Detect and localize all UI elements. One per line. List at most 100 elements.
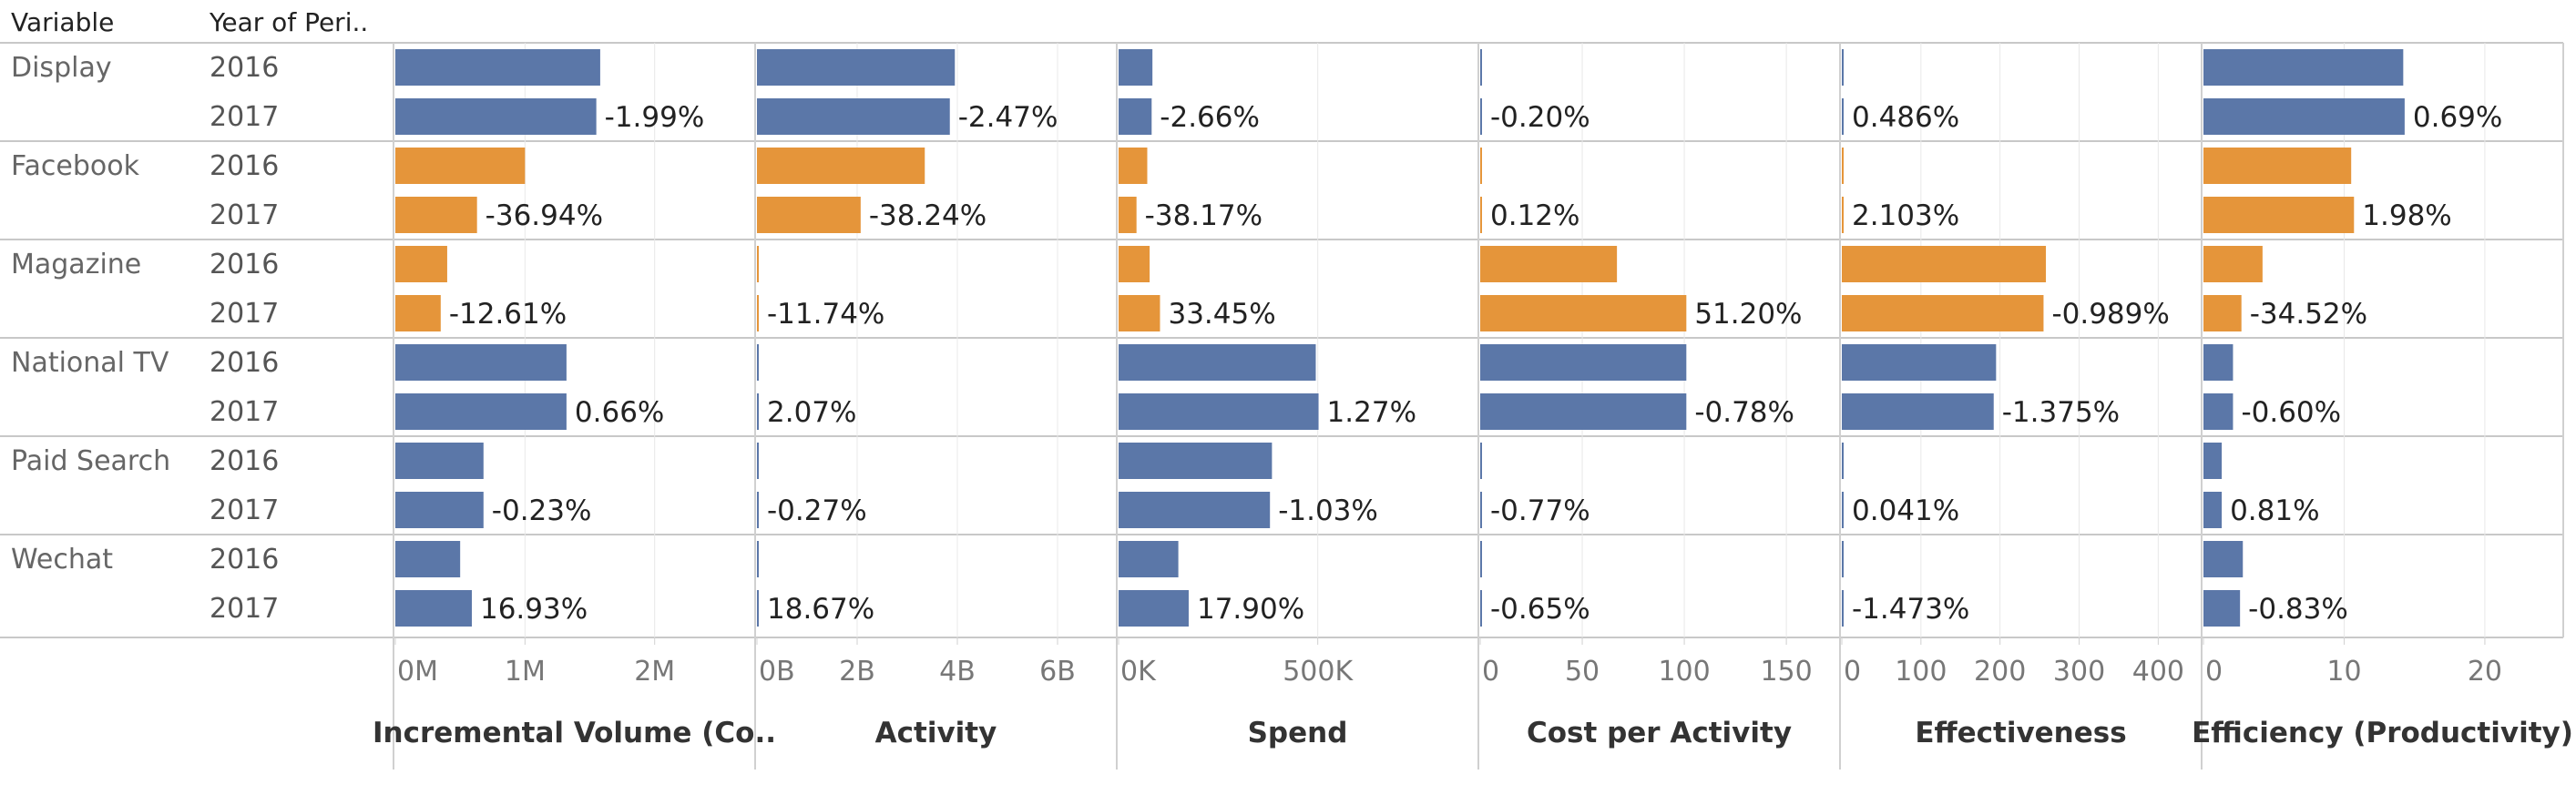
data-label: 17.90%: [1197, 593, 1304, 626]
bar: [1119, 148, 1148, 184]
bar: [1480, 541, 1482, 577]
year-label: 2016: [210, 249, 279, 280]
axis-title: Cost per Activity: [1527, 717, 1792, 749]
bar: [2203, 98, 2405, 135]
bar: [1480, 393, 1687, 430]
tick-label: 10: [2326, 656, 2361, 688]
bar: [1480, 295, 1687, 331]
tick-label: 0M: [397, 656, 438, 688]
bar: [1480, 98, 1482, 135]
tick-label: 4B: [939, 656, 976, 688]
variable-label: Wechat: [11, 544, 113, 576]
bar: [395, 393, 567, 430]
bar: [757, 590, 759, 627]
bar: [1119, 98, 1152, 135]
bar: [395, 541, 461, 577]
data-label: -2.47%: [958, 101, 1058, 134]
data-label: -38.24%: [869, 199, 986, 232]
year-label: 2017: [210, 494, 279, 526]
bar: [1480, 246, 1618, 282]
tick-label: 100: [1658, 656, 1710, 688]
tick-label: 500K: [1283, 656, 1354, 688]
data-label: -36.94%: [486, 199, 603, 232]
bar: [395, 246, 447, 282]
bar: [1119, 590, 1189, 627]
data-label: 1.98%: [2362, 199, 2451, 232]
tick-label: 0: [1844, 656, 1861, 688]
variable-label: Magazine: [11, 249, 141, 280]
year-header: Year of Peri..: [209, 7, 368, 37]
bar: [395, 443, 484, 479]
bar: [2203, 246, 2263, 282]
data-label: 2.07%: [767, 396, 856, 429]
data-label: 18.67%: [767, 593, 874, 626]
bar: [757, 148, 925, 184]
bar: [757, 197, 861, 233]
bar: [2203, 49, 2404, 86]
year-label: 2017: [210, 298, 279, 330]
bar: [757, 98, 950, 135]
axis-title: Efficiency (Productivity): [2192, 717, 2573, 749]
variable-header: Variable: [11, 7, 114, 37]
bar: [395, 590, 472, 627]
bar: [1842, 295, 2044, 331]
data-label: -34.52%: [2250, 298, 2367, 331]
data-label: -2.66%: [1160, 101, 1260, 134]
data-label: -1.473%: [1852, 593, 1969, 626]
year-label: 2017: [210, 101, 279, 133]
bar: [395, 49, 600, 86]
bar: [395, 148, 526, 184]
bar: [1480, 443, 1482, 479]
bar: [757, 541, 759, 577]
bar: [1480, 344, 1687, 381]
bar: [2203, 541, 2244, 577]
data-label: -1.99%: [605, 101, 705, 134]
bar: [757, 443, 759, 479]
data-label: -0.989%: [2051, 298, 2169, 331]
tick-label: 150: [1760, 656, 1812, 688]
year-label: 2016: [210, 150, 279, 182]
bar: [395, 344, 567, 381]
bar: [757, 246, 759, 282]
variable-label: National TV: [11, 347, 169, 379]
data-label: 2.103%: [1852, 199, 1959, 232]
bar: [2203, 197, 2355, 233]
variable-label: Facebook: [11, 150, 140, 182]
tick-label: 2B: [839, 656, 875, 688]
data-label: -0.83%: [2248, 593, 2348, 626]
bar: [1119, 541, 1179, 577]
data-label: -1.03%: [1278, 494, 1378, 527]
bar: [1842, 246, 2047, 282]
data-label: -11.74%: [767, 298, 884, 331]
bar: [1842, 541, 1844, 577]
bar: [757, 492, 759, 528]
tick-label: 0B: [759, 656, 795, 688]
tick-label: 50: [1565, 656, 1600, 688]
bar: [1842, 393, 1994, 430]
bar: [1842, 344, 1997, 381]
bar: [1842, 98, 1844, 135]
bar: [395, 295, 441, 331]
data-label: -0.60%: [2241, 396, 2341, 429]
data-label: 0.81%: [2230, 494, 2319, 527]
axis-title: Incremental Volume (Co..: [373, 717, 776, 749]
year-label: 2017: [210, 593, 279, 625]
tick-label: 6B: [1039, 656, 1076, 688]
data-label: -0.20%: [1490, 101, 1590, 134]
year-label: 2016: [210, 52, 279, 84]
data-label: -0.78%: [1694, 396, 1794, 429]
data-label: 16.93%: [480, 593, 588, 626]
data-label: 33.45%: [1168, 298, 1275, 331]
data-label: 0.66%: [575, 396, 664, 429]
data-label: -0.77%: [1490, 494, 1590, 527]
bar: [1842, 148, 1844, 184]
data-label: 0.69%: [2413, 101, 2502, 134]
bar: [757, 344, 759, 381]
tick-label: 1M: [505, 656, 546, 688]
bar: [1480, 49, 1482, 86]
year-label: 2017: [210, 396, 279, 428]
bar: [1119, 393, 1319, 430]
bar: [1842, 590, 1844, 627]
